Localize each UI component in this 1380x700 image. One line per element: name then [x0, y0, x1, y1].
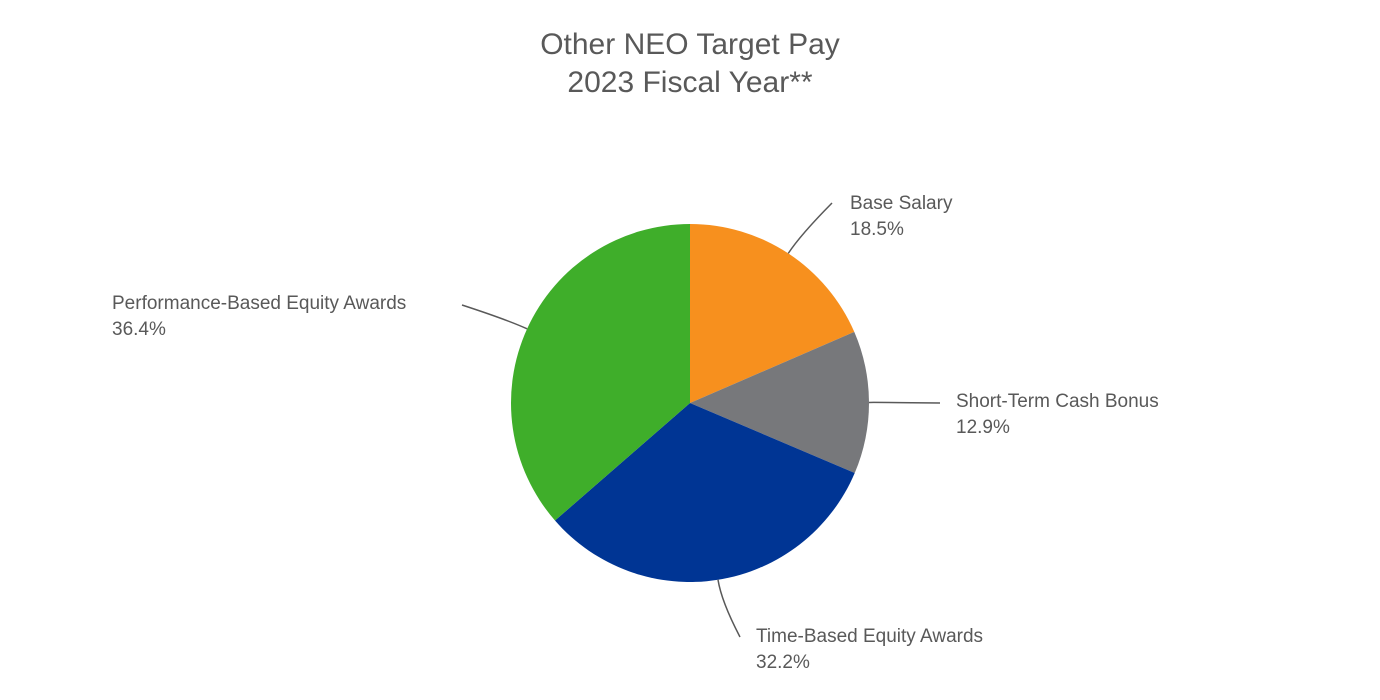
pie-slice	[690, 224, 855, 403]
pie-slice	[511, 224, 690, 521]
slice-value-label: 36.4%	[112, 319, 166, 340]
slice-value-label: 12.9%	[956, 417, 1010, 438]
slice-label: Time-Based Equity Awards	[756, 626, 983, 647]
leader-line	[868, 401, 941, 404]
slice-value-label: 18.5%	[850, 219, 904, 240]
slice-label: Short-Term Cash Bonus	[956, 391, 1159, 412]
slice-value-label: 32.2%	[756, 652, 810, 673]
slice-label: Performance-Based Equity Awards	[112, 293, 406, 314]
leader-line	[461, 304, 528, 330]
chart-title: Other NEO Target Pay	[540, 28, 840, 61]
slice-label: Base Salary	[850, 193, 953, 214]
pie-slice	[690, 331, 869, 474]
chart-subtitle: 2023 Fiscal Year**	[567, 66, 812, 99]
pie-slice	[554, 403, 855, 582]
leader-line	[717, 579, 741, 638]
leader-line	[787, 202, 833, 254]
